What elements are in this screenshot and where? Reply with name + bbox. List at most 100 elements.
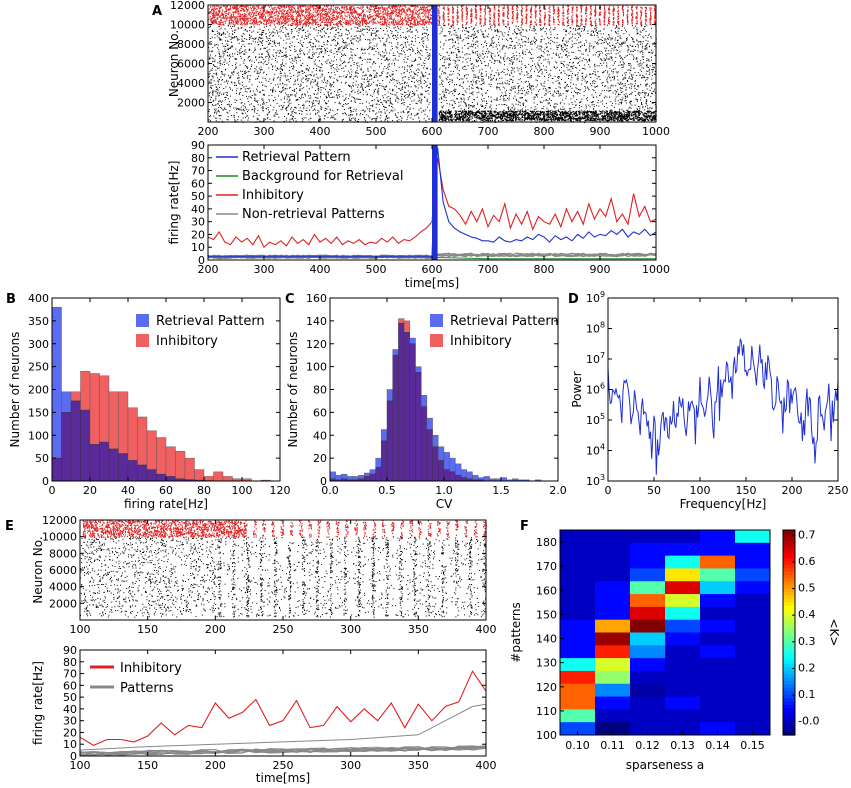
spike xyxy=(461,94,463,96)
spike xyxy=(323,27,325,29)
spike xyxy=(468,85,470,87)
spike xyxy=(632,45,634,47)
spike xyxy=(235,68,237,70)
spike xyxy=(644,46,646,47)
spike xyxy=(317,103,319,105)
spike xyxy=(338,103,340,105)
spike xyxy=(415,86,417,88)
spike xyxy=(218,53,220,54)
spike xyxy=(329,84,331,86)
spike xyxy=(616,119,618,121)
spike xyxy=(257,110,259,112)
spike xyxy=(282,62,284,64)
spike xyxy=(305,95,307,97)
spike xyxy=(514,57,516,59)
spike xyxy=(288,45,290,47)
spike xyxy=(345,97,347,99)
spike xyxy=(306,65,308,66)
spike xyxy=(414,25,416,27)
spike xyxy=(362,114,364,116)
spike xyxy=(373,54,375,56)
spike xyxy=(533,108,535,110)
spike xyxy=(318,56,320,58)
spike xyxy=(542,88,544,90)
spike xyxy=(518,110,520,112)
spike xyxy=(482,46,484,48)
spike xyxy=(521,28,523,30)
spike xyxy=(227,51,229,53)
spike xyxy=(254,98,256,100)
spike xyxy=(313,53,315,55)
spike xyxy=(558,95,560,97)
spike xyxy=(274,42,276,43)
spike xyxy=(508,27,510,29)
spike xyxy=(221,73,223,75)
spike xyxy=(217,95,219,97)
spike xyxy=(218,111,220,113)
spike xyxy=(321,52,322,54)
spike xyxy=(548,77,550,78)
spike xyxy=(339,103,341,105)
spike xyxy=(579,105,581,106)
spike xyxy=(390,30,392,32)
spike xyxy=(239,52,241,54)
spike xyxy=(502,46,504,48)
spike xyxy=(484,42,486,44)
spike xyxy=(275,59,276,61)
spike xyxy=(637,114,639,116)
spike xyxy=(529,52,531,54)
spike xyxy=(245,51,247,53)
spike xyxy=(518,101,520,103)
spike xyxy=(550,34,552,36)
spike xyxy=(318,89,319,91)
spike xyxy=(544,85,546,87)
spike xyxy=(522,87,524,89)
spike xyxy=(280,37,282,39)
spike xyxy=(263,58,265,60)
spike xyxy=(331,27,333,29)
spike xyxy=(223,62,225,63)
spike xyxy=(209,116,211,117)
spike xyxy=(339,51,341,53)
spike xyxy=(426,29,428,30)
spike xyxy=(272,31,274,33)
spike xyxy=(458,51,460,53)
spike xyxy=(241,102,243,103)
spike xyxy=(272,79,274,81)
spike xyxy=(633,41,635,43)
spike xyxy=(359,35,361,37)
spike xyxy=(244,53,246,55)
spike xyxy=(272,54,274,56)
spike xyxy=(476,80,478,81)
spike xyxy=(245,116,247,118)
spike xyxy=(316,65,318,67)
spike xyxy=(224,73,226,75)
spike xyxy=(298,110,300,111)
spike xyxy=(502,45,504,47)
spike xyxy=(276,30,278,32)
spike xyxy=(377,58,379,60)
spike xyxy=(210,115,211,117)
spike xyxy=(642,77,644,79)
spike xyxy=(331,28,333,30)
spike xyxy=(478,55,480,57)
spike xyxy=(524,41,526,42)
spike xyxy=(639,34,641,36)
spike xyxy=(404,81,405,83)
spike xyxy=(608,75,610,77)
spike xyxy=(565,53,567,55)
spike xyxy=(475,41,477,43)
spike xyxy=(617,79,619,81)
spike xyxy=(615,56,617,58)
spike xyxy=(457,72,459,74)
spike xyxy=(339,96,341,98)
spike xyxy=(313,61,315,63)
spike xyxy=(507,34,509,36)
spike xyxy=(376,34,378,36)
spike xyxy=(593,31,595,33)
spike xyxy=(554,27,556,29)
spike xyxy=(286,54,287,56)
spike xyxy=(625,77,627,79)
spike xyxy=(645,99,647,101)
spike xyxy=(263,94,265,96)
